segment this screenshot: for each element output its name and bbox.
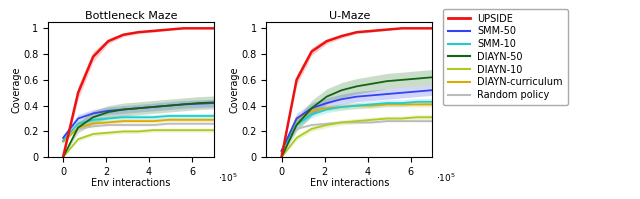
Text: $\cdot10^5$: $\cdot10^5$ [218, 172, 237, 184]
Y-axis label: Coverage: Coverage [12, 66, 22, 113]
Y-axis label: Coverage: Coverage [230, 66, 240, 113]
X-axis label: Env interactions: Env interactions [91, 178, 170, 188]
Text: $\cdot10^5$: $\cdot10^5$ [436, 172, 456, 184]
Legend: UPSIDE, SMM-50, SMM-10, DIAYN-50, DIAYN-10, DIAYN-curriculum, Random policy: UPSIDE, SMM-50, SMM-10, DIAYN-50, DIAYN-… [444, 9, 568, 105]
Title: Bottleneck Maze: Bottleneck Maze [84, 11, 177, 21]
X-axis label: Env interactions: Env interactions [310, 178, 389, 188]
Title: U-Maze: U-Maze [328, 11, 370, 21]
